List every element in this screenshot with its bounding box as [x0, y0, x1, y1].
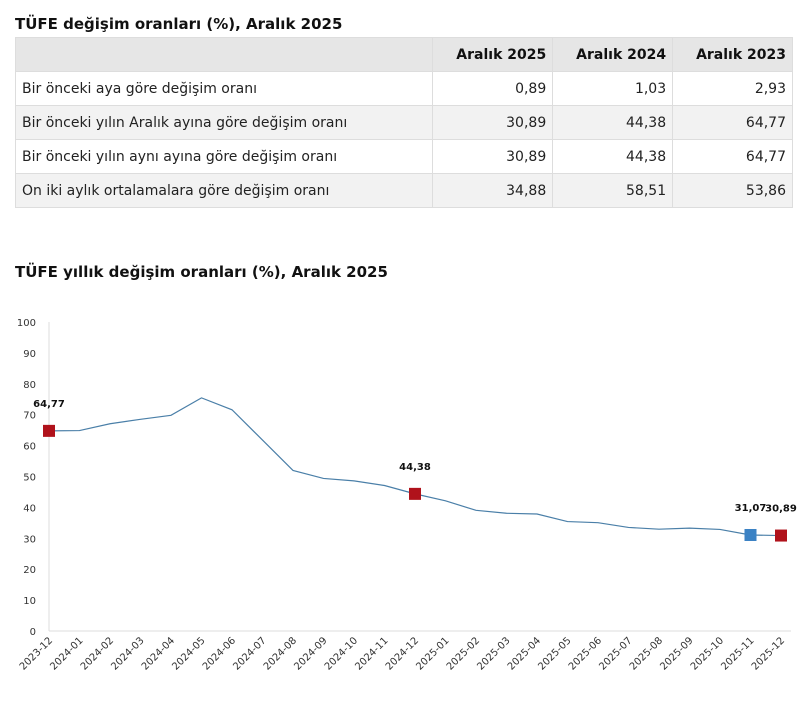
y-tick-label: 100 — [17, 318, 36, 329]
cell: 0,89 — [432, 71, 554, 106]
table-header: Aralık 2025 — [432, 37, 554, 72]
y-tick-label: 80 — [23, 380, 36, 391]
y-tick-label: 60 — [23, 442, 36, 453]
cell: 44,38 — [552, 105, 674, 140]
y-tick-label: 20 — [23, 565, 36, 576]
cell: 1,03 — [552, 71, 674, 106]
data-label: 64,77 — [33, 399, 65, 410]
data-label: 31,07 — [735, 503, 767, 514]
y-tick-label: 50 — [23, 473, 36, 484]
cpi-table: Aralık 2025 Aralık 2024 Aralık 2023 Bir … — [14, 37, 793, 208]
table-header: Aralık 2023 — [672, 37, 793, 72]
table-row: Bir önceki yılın Aralık ayına göre değiş… — [14, 105, 793, 140]
line-chart: 01020304050607080901002023-122024-012024… — [17, 318, 797, 673]
table-row: On iki aylık ortalamalara göre değişim o… — [14, 173, 793, 208]
data-marker — [43, 424, 55, 437]
y-tick-label: 0 — [30, 627, 36, 638]
y-tick-label: 30 — [23, 534, 36, 545]
row-label: On iki aylık ortalamalara göre değişim o… — [14, 173, 434, 208]
y-tick-label: 40 — [23, 503, 36, 514]
table-row: Bir önceki yılın aynı ayına göre değişim… — [14, 139, 793, 174]
data-label: 30,89 — [765, 504, 797, 515]
table-row: Bir önceki aya göre değişim oranı 0,89 1… — [14, 71, 793, 106]
table-header-empty — [14, 37, 434, 72]
cell: 34,88 — [432, 173, 554, 208]
cell: 30,89 — [432, 139, 554, 174]
cell: 44,38 — [552, 139, 674, 174]
cell: 64,77 — [672, 105, 793, 140]
cell: 64,77 — [672, 139, 793, 174]
table-header: Aralık 2024 — [552, 37, 674, 72]
y-tick-label: 10 — [23, 596, 36, 607]
chart-title: TÜFE yıllık değişim oranları (%), Aralık… — [15, 263, 388, 281]
data-marker — [775, 529, 787, 542]
data-marker — [409, 487, 421, 500]
cell: 58,51 — [552, 173, 674, 208]
row-label: Bir önceki aya göre değişim oranı — [14, 71, 434, 106]
row-label: Bir önceki yılın aynı ayına göre değişim… — [14, 139, 434, 174]
data-label: 44,38 — [399, 462, 431, 473]
cell: 53,86 — [672, 173, 793, 208]
row-label: Bir önceki yılın Aralık ayına göre değiş… — [14, 105, 434, 140]
y-tick-label: 90 — [23, 349, 36, 360]
cell: 2,93 — [672, 71, 793, 106]
cell: 30,89 — [432, 105, 554, 140]
x-tick-label: 2025-12 — [750, 635, 787, 672]
data-marker — [744, 528, 757, 541]
table-header-row: Aralık 2025 Aralık 2024 Aralık 2023 — [14, 37, 793, 72]
table-title: TÜFE değişim oranları (%), Aralık 2025 — [15, 15, 343, 33]
y-tick-label: 70 — [23, 411, 36, 422]
